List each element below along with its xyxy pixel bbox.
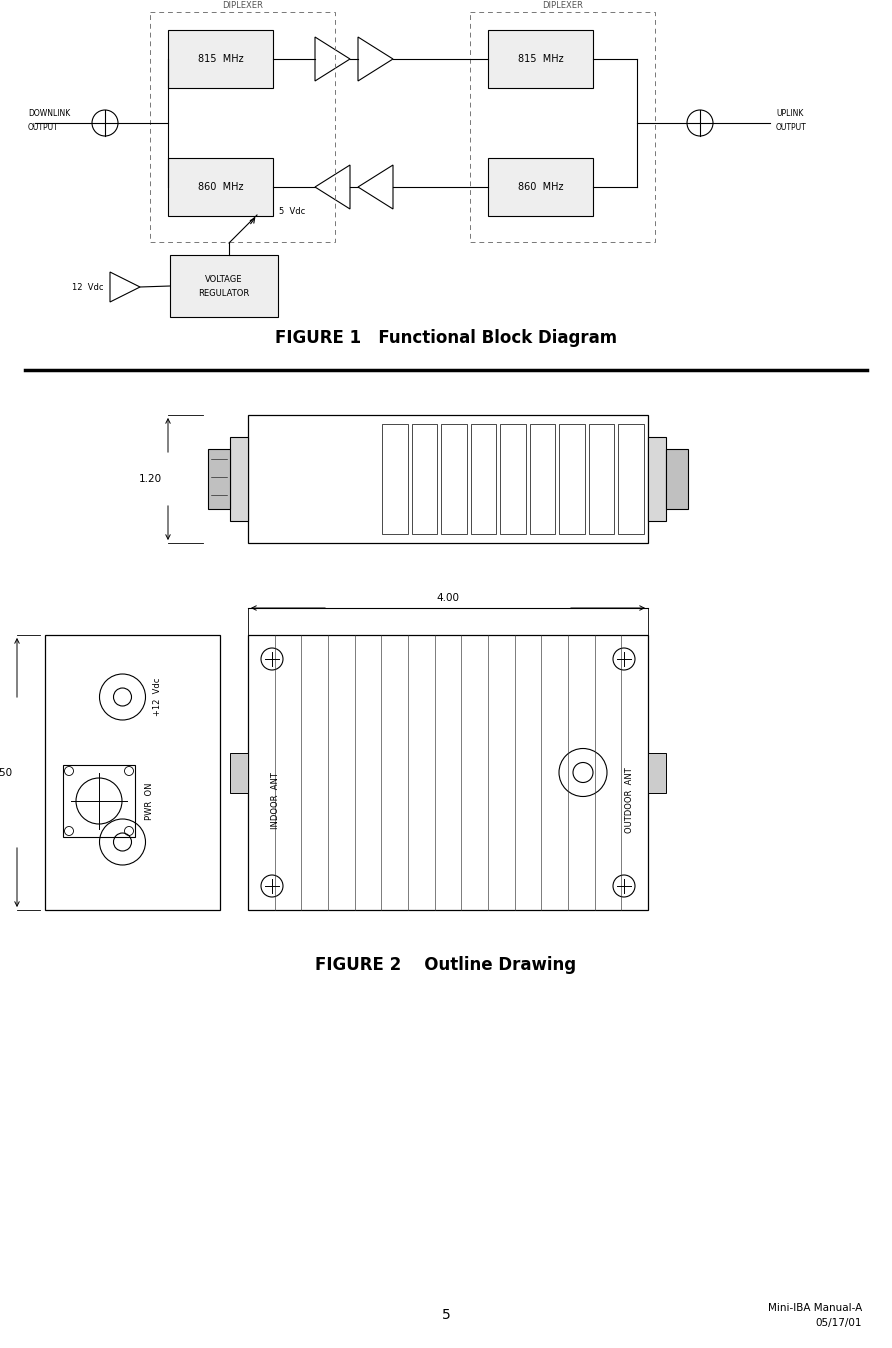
Bar (488, 158, 593, 216)
Text: FIGURE 2    Outline Drawing: FIGURE 2 Outline Drawing (316, 956, 576, 975)
Text: 3.50: 3.50 (0, 767, 12, 778)
Text: OUTPUT: OUTPUT (28, 123, 59, 132)
Text: 815  MHz: 815 MHz (198, 54, 244, 63)
Text: DOWNLINK: DOWNLINK (28, 109, 70, 119)
Bar (168, 30, 273, 88)
Text: OUTDOOR  ANT: OUTDOOR ANT (625, 767, 634, 833)
Bar (559, 425, 585, 534)
Bar (230, 437, 248, 520)
Text: FIGURE 1   Functional Block Diagram: FIGURE 1 Functional Block Diagram (275, 329, 617, 346)
Bar (666, 449, 688, 510)
Bar (589, 425, 615, 534)
Text: 12  Vdc: 12 Vdc (71, 283, 103, 291)
Bar (170, 255, 278, 317)
Text: 860  MHz: 860 MHz (198, 182, 244, 191)
Bar (45, 635, 220, 910)
Text: 5: 5 (442, 1308, 450, 1322)
Bar (63, 766, 135, 837)
Bar (248, 635, 648, 910)
Bar (648, 752, 666, 793)
Bar (208, 449, 230, 510)
Text: 4.00: 4.00 (436, 593, 459, 603)
Text: OUTPUT: OUTPUT (776, 123, 806, 132)
Bar (411, 425, 437, 534)
Bar (442, 425, 467, 534)
Text: +12  Vdc: +12 Vdc (153, 678, 162, 716)
Text: UPLINK: UPLINK (776, 109, 804, 119)
Text: INDOOR  ANT: INDOOR ANT (271, 772, 280, 829)
Bar (530, 425, 556, 534)
Bar (382, 425, 408, 534)
Bar (618, 425, 644, 534)
Bar (648, 437, 666, 520)
Text: 5  Vdc: 5 Vdc (279, 208, 305, 217)
Bar (500, 425, 525, 534)
Text: 1.20: 1.20 (138, 474, 161, 484)
Bar (471, 425, 496, 534)
Bar (470, 12, 655, 243)
Text: Mini-IBA Manual-A: Mini-IBA Manual-A (768, 1304, 862, 1313)
Bar (488, 30, 593, 88)
Text: VOLTAGE: VOLTAGE (205, 275, 243, 284)
Text: 860  MHz: 860 MHz (517, 182, 563, 191)
Text: DIPLEXER: DIPLEXER (222, 0, 263, 9)
Bar (168, 158, 273, 216)
Text: REGULATOR: REGULATOR (198, 288, 250, 298)
Bar (150, 12, 335, 243)
Text: 815  MHz: 815 MHz (517, 54, 564, 63)
Bar (230, 752, 248, 793)
Text: PWR  ON: PWR ON (145, 782, 153, 820)
Text: 05/17/01: 05/17/01 (815, 1318, 862, 1328)
Bar (248, 415, 648, 543)
Text: DIPLEXER: DIPLEXER (542, 0, 583, 9)
